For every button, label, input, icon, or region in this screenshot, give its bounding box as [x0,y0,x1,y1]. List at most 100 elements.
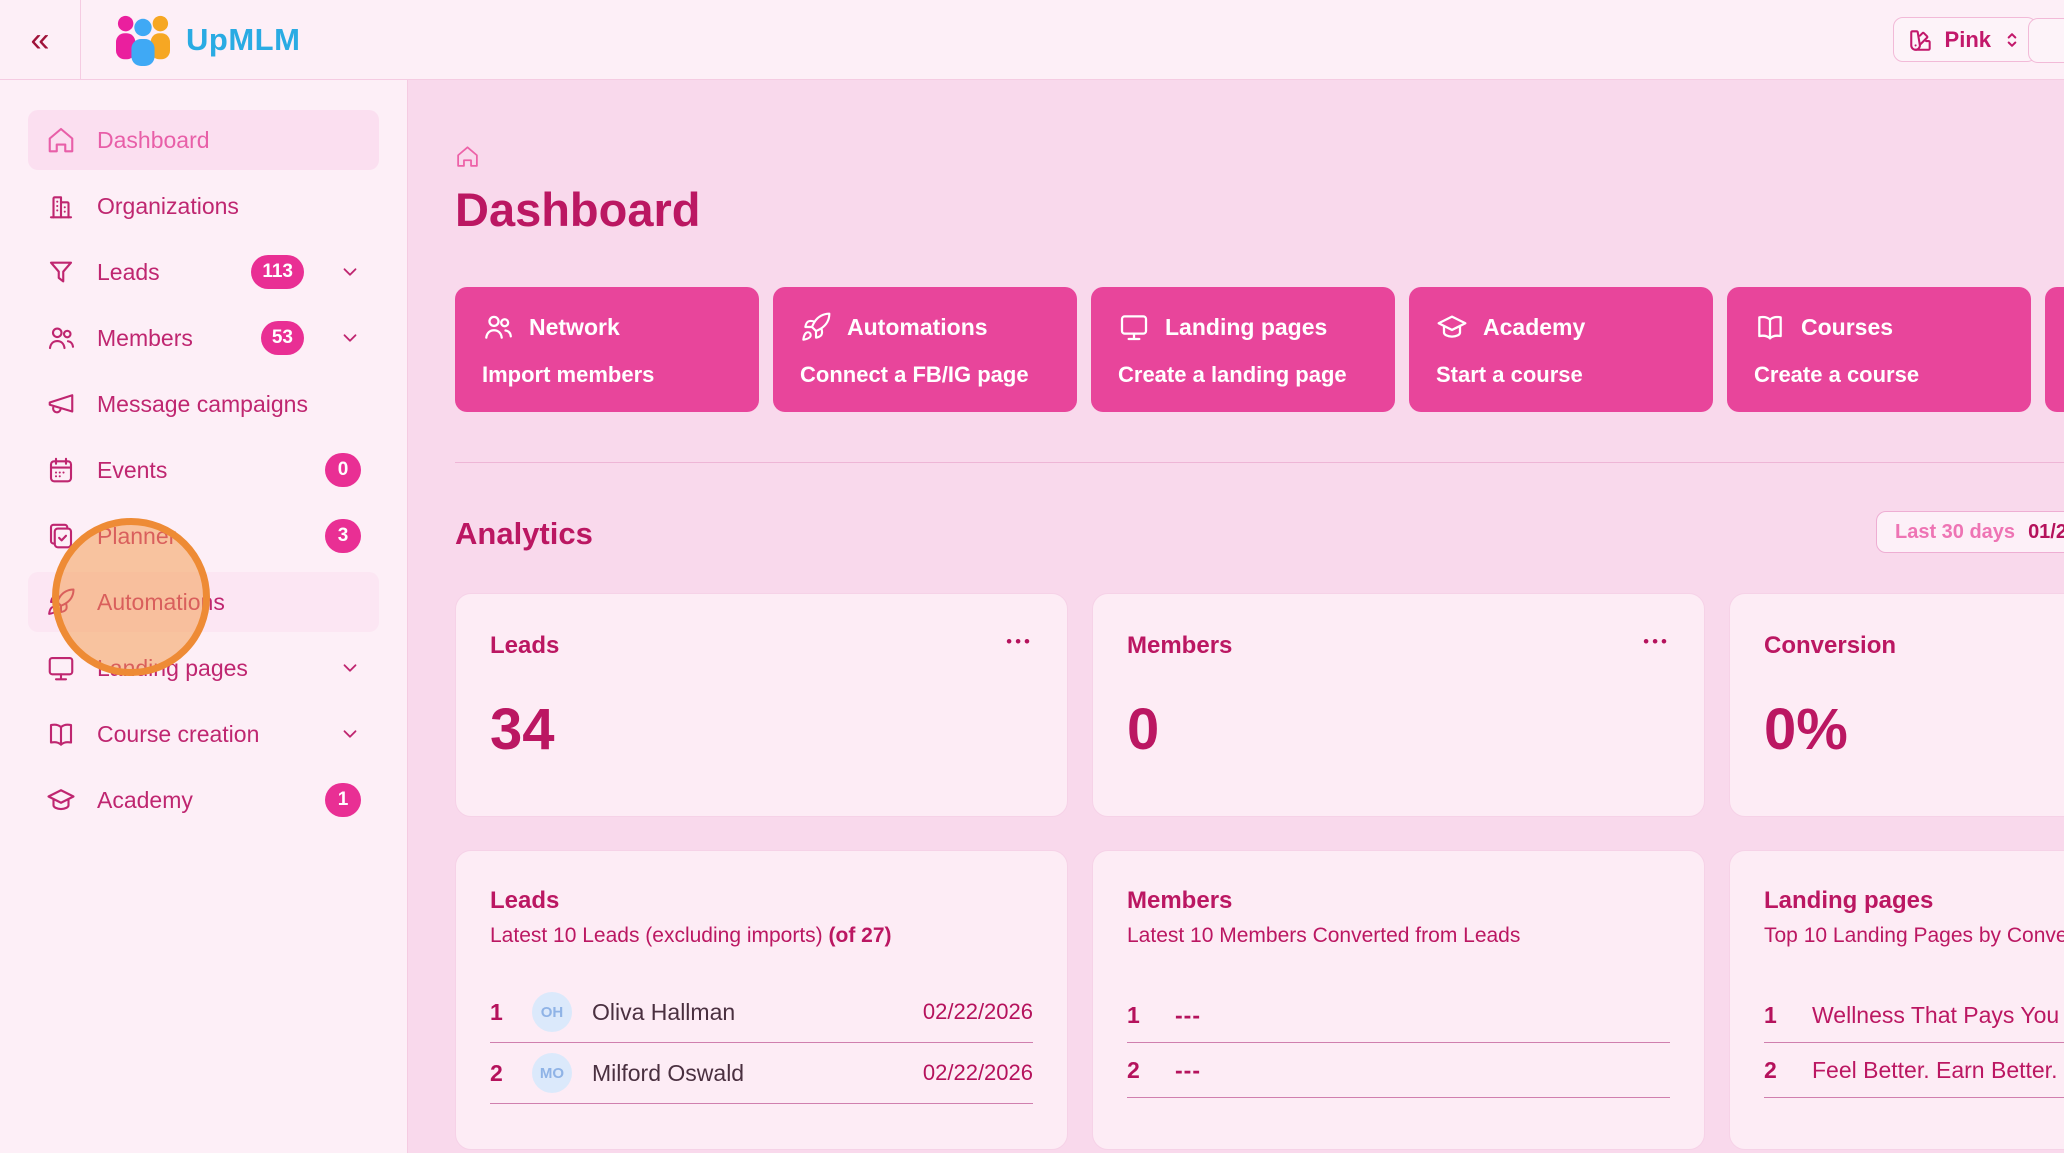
topbar: « UpMLM Pink [0,0,2064,80]
sidebar-item-events[interactable]: Events 0 [28,440,379,500]
list-subtitle-count: (of 27) [828,924,892,947]
list-title: Leads [490,887,560,914]
quick-action-card-partial[interactable] [2045,287,2064,412]
stat-title: Conversion [1764,632,1897,659]
sidebar-item-organizations[interactable]: Organizations [28,176,379,236]
count-badge: 53 [260,321,304,355]
sidebar-item-label: Message campaigns [97,390,308,417]
sidebar-item-label: Academy [97,786,193,813]
count-badge: 113 [251,255,304,289]
list-title: Landing pages [1764,887,1934,914]
page-title: Dashboard [455,183,701,236]
book-open-icon [1754,311,1786,343]
quick-action-title: Automations [847,313,988,340]
sidebar-item-landing-pages[interactable]: Landing pages [28,638,379,698]
chevron-down-icon [339,327,361,349]
stat-title: Leads [490,632,560,659]
quick-action-courses[interactable]: Courses Create a course [1727,287,2031,412]
chevron-down-icon [339,261,361,283]
lead-date: 02/22/2026 [922,999,1033,1024]
sidebar-item-label: Planner [97,522,177,549]
quick-action-subtitle: Import members [482,362,655,387]
empty-value: --- [1175,1001,1201,1028]
users-icon [482,311,514,343]
section-divider [455,462,2064,463]
table-row: 1 --- [1127,988,1670,1043]
list-card-members: Members Latest 10 Members Converted from… [1092,850,1705,1150]
list-subtitle-text: Latest 10 Members Converted from Leads [1127,924,1521,947]
sidebar-item-course-creation[interactable]: Course creation [28,704,379,764]
graduation-cap-icon [46,785,76,815]
stat-card-conversion: Conversion 0% [1729,593,2064,817]
analytics-header: Analytics Last 30 days 01/2 [455,511,2064,555]
count-badge: 0 [325,453,361,487]
empty-value: --- [1175,1056,1201,1083]
rocket-icon [800,311,832,343]
quick-action-title: Academy [1483,313,1586,340]
collapse-sidebar-button[interactable]: « [30,20,50,59]
row-rank: 1 [1764,1001,1777,1028]
quick-action-academy[interactable]: Academy Start a course [1409,287,1713,412]
stats-row: Leads ••• 34 Members ••• 0 Conversion 0% [455,593,2064,817]
quick-action-landing-pages[interactable]: Landing pages Create a landing page [1091,287,1395,412]
quick-action-subtitle: Connect a FB/IG page [800,362,1029,387]
sidebar: Dashboard Organizations Leads 113 Member… [0,80,408,1153]
row-rank: 2 [1127,1056,1140,1083]
sidebar-collapse-area: « [0,0,81,79]
list-rows: 1 Wellness That Pays You Back 2 Feel Bet… [1764,988,2064,1098]
breadcrumb [455,144,2064,169]
sidebar-item-leads[interactable]: Leads 113 [28,242,379,302]
quick-action-title: Network [529,313,620,340]
stat-value: 34 [490,697,555,762]
lists-row: Leads Latest 10 Leads (excluding imports… [455,850,2064,1150]
megaphone-icon [46,389,76,419]
date-range-filter[interactable]: Last 30 days 01/2 [1875,511,2064,553]
table-row[interactable]: 2 Feel Better. Earn Better. [1764,1043,2064,1098]
chevrons-up-down-icon [2002,30,2022,50]
ellipsis-menu[interactable]: ••• [1643,632,1670,651]
list-rows: 1 OH Oliva Hallman 02/22/2026 2 MO Milfo… [490,982,1033,1104]
list-subtitle-text: Latest 10 Leads (excluding imports) [490,924,829,947]
topbar-partial-button[interactable] [2028,18,2064,63]
analytics-heading: Analytics [455,516,593,551]
row-rank: 1 [490,998,503,1025]
brand-name: UpMLM [186,21,301,57]
sidebar-item-message-campaigns[interactable]: Message campaigns [28,374,379,434]
quick-action-automations[interactable]: Automations Connect a FB/IG page [773,287,1077,412]
sidebar-item-label: Landing pages [97,654,248,681]
sidebar-item-label: Members [97,324,193,351]
sidebar-item-academy[interactable]: Academy 1 [28,770,379,830]
row-rank: 2 [490,1059,503,1086]
calendar-icon [46,455,76,485]
sidebar-item-dashboard[interactable]: Dashboard [28,110,379,170]
sidebar-item-planner[interactable]: Planner 3 [28,506,379,566]
list-subtitle: Latest 10 Members Converted from Leads [1127,924,1670,948]
sidebar-item-automations[interactable]: Automations [28,572,379,632]
theme-selector-button[interactable]: Pink [1892,17,2037,62]
list-card-leads: Leads Latest 10 Leads (excluding imports… [455,850,1068,1150]
table-row[interactable]: 2 MO Milford Oswald 02/22/2026 [490,1043,1033,1104]
quick-action-network[interactable]: Network Import members [455,287,759,412]
theme-label: Pink [1944,26,1991,52]
list-rows: 1 --- 2 --- [1127,988,1670,1098]
quick-action-subtitle: Create a landing page [1118,362,1347,387]
lead-date: 02/22/2026 [922,1060,1033,1085]
building-icon [46,191,76,221]
table-row[interactable]: 1 OH Oliva Hallman 02/22/2026 [490,982,1033,1043]
ellipsis-menu[interactable]: ••• [1006,632,1033,651]
list-title: Members [1127,887,1233,914]
table-row[interactable]: 1 Wellness That Pays You Back [1764,988,2064,1043]
avatar: MO [532,1053,572,1093]
sidebar-item-label: Organizations [97,192,239,219]
monitor-icon [1118,311,1150,343]
row-rank: 1 [1127,1001,1140,1028]
graduation-cap-icon [1436,311,1468,343]
sidebar-item-members[interactable]: Members 53 [28,308,379,368]
home-breadcrumb-icon[interactable] [455,144,480,169]
stat-value: 0% [1764,697,1848,762]
table-row: 2 --- [1127,1043,1670,1098]
stat-value: 0 [1127,697,1160,762]
quick-action-subtitle: Create a course [1754,362,1920,387]
sidebar-item-label: Automations [97,588,225,615]
rocket-icon [46,587,76,617]
